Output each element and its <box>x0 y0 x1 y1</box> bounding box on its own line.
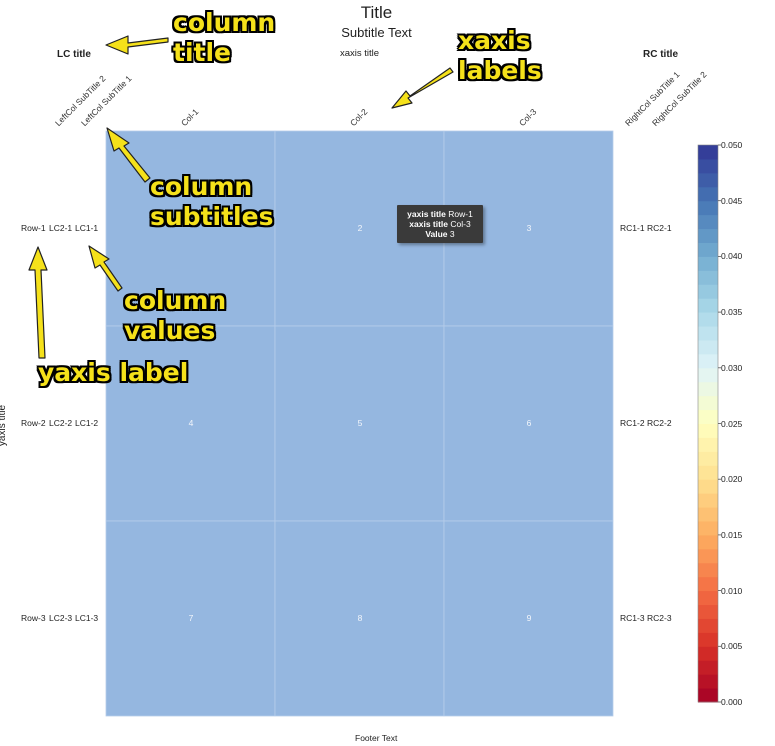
colorbar-tick-label: 0.015 <box>721 529 743 540</box>
colorbar-segment <box>698 145 718 160</box>
left-column-value: LC2-1 <box>49 223 73 233</box>
chart-title: Title <box>360 3 393 22</box>
colorbar-segment <box>698 520 718 536</box>
colorbar-segment <box>698 284 718 299</box>
colorbar-tick-label: 0.000 <box>721 697 743 707</box>
colorbar-segment <box>698 395 718 411</box>
cell-value: 6 <box>526 418 532 428</box>
tooltip-row-value: Row-1 <box>448 209 473 219</box>
annotation-column-title: column title <box>173 8 276 67</box>
left-column-value: LC1-3 <box>75 613 99 623</box>
colorbar-segment <box>698 688 718 703</box>
colorbar-segment <box>698 339 718 355</box>
left-column-value: LC2-3 <box>49 613 73 623</box>
left-column-value: LC2-2 <box>49 418 73 428</box>
colorbar-segment <box>698 562 718 578</box>
colorbar-segment <box>698 172 718 188</box>
colorbar-tick-label: 0.050 <box>721 140 743 150</box>
left-column-title: LC title <box>57 49 91 60</box>
left-column-value: LC1-2 <box>75 418 99 428</box>
right-column-value: RC1-3 <box>620 613 645 623</box>
colorbar-tick-label: 0.035 <box>721 307 743 318</box>
colorbar-segment <box>698 604 718 619</box>
colorbar-segment <box>698 367 718 383</box>
heatmap-cell[interactable] <box>105 520 276 717</box>
colorbar-segment <box>698 534 718 550</box>
colorbar-segment <box>698 423 718 438</box>
cell-value: 7 <box>188 613 194 623</box>
colorbar-tick-label: 0.020 <box>721 474 743 485</box>
annotation-xaxis-labels: xaxis labels <box>458 26 542 85</box>
annotation-column-values: column values <box>124 286 227 345</box>
colorbar-segment <box>698 186 718 202</box>
colorbar-tick-label: 0.030 <box>721 362 743 373</box>
cell-value: 3 <box>526 223 532 233</box>
colorbar-segment <box>698 632 718 647</box>
colorbar-segment <box>698 479 718 494</box>
colorbar-segment <box>698 256 718 271</box>
cell-value: 8 <box>357 613 363 623</box>
colorbar-tick-label: 0.010 <box>721 585 743 596</box>
right-column-title: RC title <box>643 49 678 60</box>
colorbar-segment <box>698 270 718 285</box>
colorbar-tick-label: 0.045 <box>721 195 743 206</box>
colorbar-segment <box>698 228 718 243</box>
colorbar-segment <box>698 660 718 675</box>
colorbar-segment <box>698 451 718 466</box>
colorbar-segment <box>698 437 718 452</box>
right-column-value: RC2-3 <box>647 613 672 623</box>
left-column-value: LC1-1 <box>75 223 99 233</box>
tooltip-col-label: xaxis title <box>409 219 449 229</box>
heatmap-cell[interactable] <box>443 325 614 522</box>
colorbar-segment <box>698 158 718 174</box>
right-column-value: RC2-2 <box>647 418 672 428</box>
colorbar-segment <box>698 493 718 508</box>
colorbar-segment <box>698 590 718 606</box>
tooltip-value: 3 <box>449 229 455 239</box>
cell-value: 9 <box>526 613 532 623</box>
colorbar-segment <box>698 646 718 661</box>
colorbar-segment <box>698 200 718 216</box>
colorbar-segment <box>698 465 718 480</box>
heatmap-cell[interactable] <box>443 520 614 717</box>
right-column-value: RC1-2 <box>620 418 645 428</box>
colorbar-segment <box>698 326 718 341</box>
y-tick-label: Row-2 <box>21 418 46 428</box>
annotation-column-subtitles: column subtitles <box>150 172 274 231</box>
cell-value: 5 <box>357 418 363 428</box>
colorbar-tick-label: 0.040 <box>721 251 743 262</box>
colorbar-segment <box>698 242 718 257</box>
colorbar-segment <box>698 507 718 522</box>
colorbar-tick-label: 0.005 <box>721 641 743 652</box>
colorbar-segment <box>698 548 718 564</box>
heatmap-cell[interactable] <box>105 325 276 522</box>
colorbar-segment <box>698 214 718 230</box>
heatmap-cell[interactable] <box>274 325 445 522</box>
heatmap-cell[interactable] <box>274 520 445 717</box>
y-tick-label: Row-1 <box>21 223 46 233</box>
colorbar-segment <box>698 618 718 633</box>
right-column-value: RC1-1 <box>620 223 645 233</box>
colorbar-segment <box>698 409 718 424</box>
y-tick-label: Row-3 <box>21 613 46 623</box>
right-column-value: RC2-1 <box>647 223 672 233</box>
tooltip-row-label: yaxis title <box>407 209 446 219</box>
colorbar-segment <box>698 353 718 369</box>
hover-tooltip: yaxis title Row-1 xaxis title Col-3 Valu… <box>397 205 483 243</box>
colorbar-tick-label: 0.025 <box>721 418 743 429</box>
cell-value: 4 <box>188 418 194 428</box>
colorbar-segment <box>698 381 718 397</box>
footer-text: Footer Text <box>355 733 398 743</box>
colorbar-segment <box>698 576 718 592</box>
annotation-yaxis-label: yaxis label <box>38 358 189 387</box>
colorbar-segment <box>698 298 718 313</box>
tooltip-value-label: Value <box>425 229 448 239</box>
colorbar-segment <box>698 312 718 327</box>
cell-value: 2 <box>357 223 363 233</box>
tooltip-col-value: Col-3 <box>450 219 471 229</box>
x-axis-title: xaxis title <box>340 48 380 59</box>
colorbar-segment <box>698 674 718 689</box>
chart-subtitle: Subtitle Text <box>341 25 412 40</box>
